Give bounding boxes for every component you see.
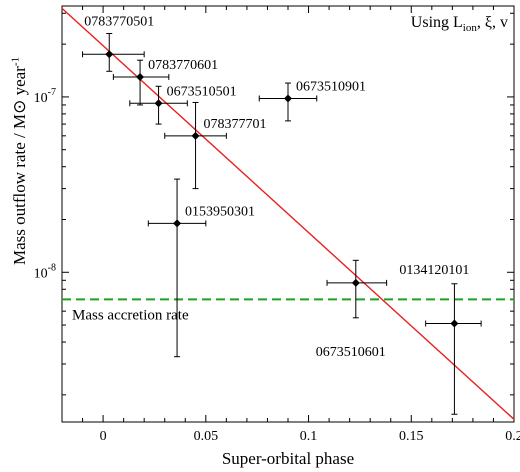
data-point-group: 0153950301 bbox=[147, 178, 255, 358]
data-point-marker bbox=[351, 278, 360, 287]
y-tick-label: 10-8 bbox=[34, 262, 56, 281]
y-tick-exponent: -8 bbox=[48, 262, 56, 273]
y-tick-base: 10 bbox=[34, 266, 48, 281]
data-points: 0783770501 0783770601 0673510501 078377701 0… bbox=[82, 14, 482, 415]
x-tick-label: 0.1 bbox=[300, 429, 318, 444]
data-point-group: 0783770601 bbox=[112, 58, 218, 106]
data-point-group: 0673510601 bbox=[316, 259, 388, 360]
data-point-label: 0673510901 bbox=[296, 79, 366, 94]
data-point-marker bbox=[191, 131, 200, 140]
data-point-group: 0134120101 bbox=[399, 263, 482, 415]
x-tick-label: 0.05 bbox=[194, 429, 219, 444]
x-axis-label: Super-orbital phase bbox=[222, 449, 354, 468]
data-point-group: 0673510901 bbox=[258, 79, 366, 122]
x-tick-label: 0 bbox=[100, 429, 107, 444]
data-point-label: 0783770501 bbox=[84, 14, 154, 29]
data-point-label: 0673510501 bbox=[167, 84, 237, 99]
x-tick-labels: 0 0.05 0.1 0.15 0.2 bbox=[100, 429, 520, 444]
data-point-group: 0783770501 bbox=[82, 14, 154, 72]
data-point-group: 078377701 bbox=[164, 101, 267, 190]
data-point-marker bbox=[154, 99, 163, 108]
y-tick-exponent: -7 bbox=[48, 87, 56, 98]
fit-line bbox=[61, 7, 515, 420]
y-tick-base: 10 bbox=[34, 91, 48, 106]
data-point-label: 078377701 bbox=[204, 117, 267, 132]
x-tick-label: 0.15 bbox=[399, 429, 424, 444]
y-tick-labels: 10-810-7 bbox=[34, 87, 56, 281]
reference-lines: Mass accretion rate bbox=[62, 298, 514, 323]
data-point-label: 0783770601 bbox=[148, 58, 218, 73]
reference-line-label: Mass accretion rate bbox=[72, 307, 189, 323]
data-point-label: 0134120101 bbox=[399, 263, 469, 278]
data-point-marker bbox=[450, 319, 459, 328]
method-annotation: Using Lion, ξ, v bbox=[410, 14, 508, 35]
axis-ticks bbox=[61, 6, 515, 422]
fit-line-group bbox=[61, 7, 515, 420]
y-tick-label: 10-7 bbox=[34, 87, 56, 106]
data-point-marker bbox=[173, 219, 182, 228]
data-point-label: 0673510601 bbox=[316, 345, 386, 360]
data-point-marker bbox=[136, 72, 145, 81]
data-point-marker bbox=[284, 94, 292, 103]
data-point-label: 0153950301 bbox=[185, 204, 255, 219]
data-point-group: 0673510501 bbox=[129, 84, 237, 125]
y-axis-label: Mass outflow rate / M⊙ year-1 bbox=[9, 56, 29, 266]
x-tick-label: 0.2 bbox=[505, 429, 520, 444]
data-point-marker bbox=[105, 50, 114, 59]
